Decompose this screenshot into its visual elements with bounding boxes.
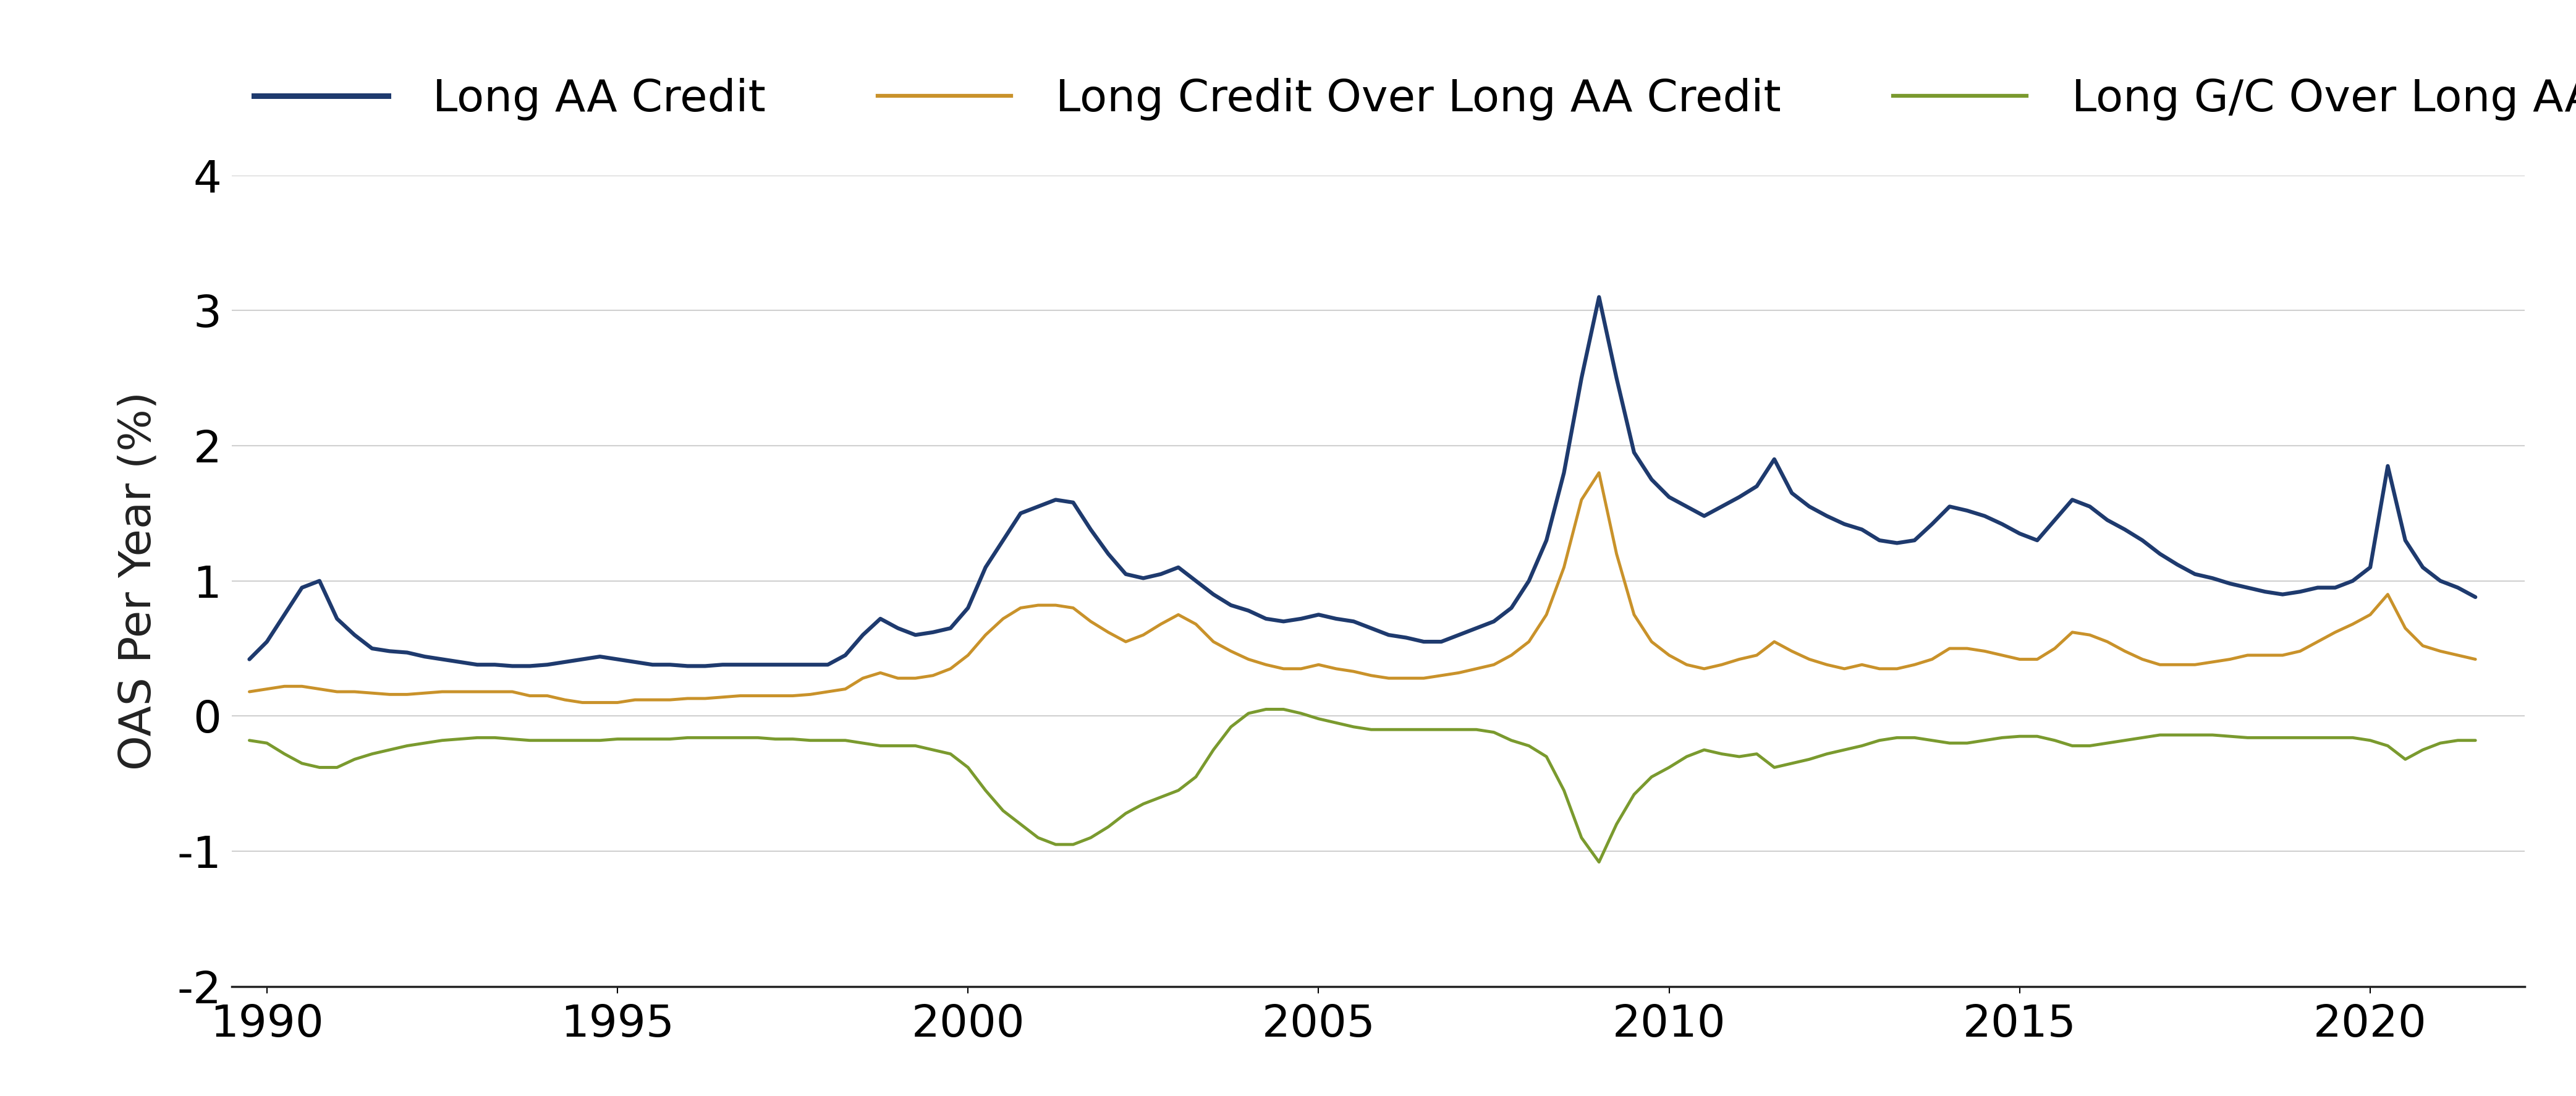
- Y-axis label: OAS Per Year (%): OAS Per Year (%): [118, 391, 160, 770]
- Legend: Long AA Credit, Long Credit Over Long AA Credit, Long G/C Over Long AA Credit: Long AA Credit, Long Credit Over Long AA…: [255, 78, 2576, 121]
